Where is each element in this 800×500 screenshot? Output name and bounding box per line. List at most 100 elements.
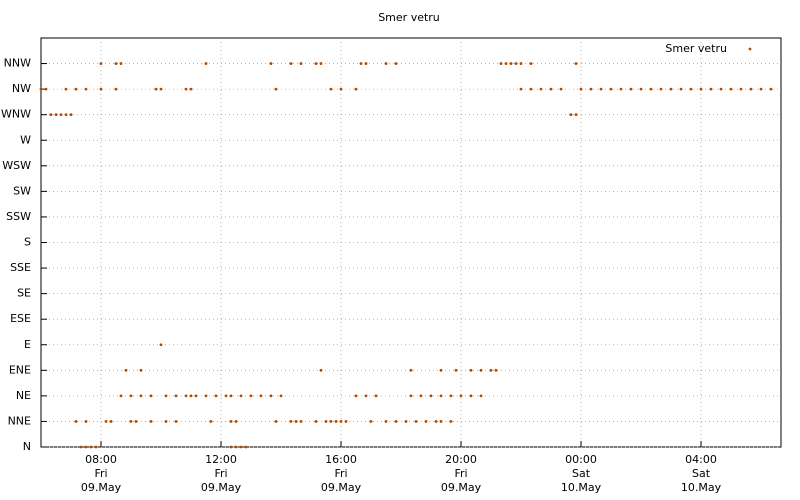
point [409,368,413,372]
point [279,394,283,398]
x-tick-label: 08:00 [85,453,117,466]
point [129,420,133,423]
y-tick-label: NW [12,82,31,95]
point [94,445,98,449]
point [629,87,633,91]
y-tick-label: SSE [10,261,31,274]
point [529,62,533,65]
point [159,87,163,91]
point [394,420,398,423]
point [649,87,653,91]
point [269,394,273,398]
legend-label: Smer vetru [665,42,727,55]
y-tick-label: SW [13,184,31,197]
point [294,420,298,423]
point [489,368,493,372]
point [409,394,413,398]
point [129,394,133,398]
point [299,420,303,423]
point [319,62,323,65]
point [139,368,143,372]
point [559,87,563,91]
point [479,394,483,398]
point [739,87,743,91]
point [244,445,248,449]
point [319,368,323,372]
point [99,62,103,65]
x-tick-label: Sat [692,467,711,480]
point [174,394,178,398]
point [209,420,213,423]
point [439,368,443,372]
point [54,113,58,117]
point [729,87,733,91]
point [354,394,358,398]
y-tick-label: N [23,440,31,453]
point [164,394,168,398]
point [354,87,358,91]
point [344,420,348,423]
point [329,420,333,423]
point [119,62,123,65]
y-tick-label: NE [16,389,31,402]
point [669,87,673,91]
y-tick-label: W [20,133,31,146]
point [84,445,88,449]
x-tick-label: 00:00 [565,453,597,466]
point [229,445,233,449]
point [174,420,178,423]
point [84,87,88,91]
x-tick-label: Fri [94,467,107,480]
point [374,394,378,398]
point [719,87,723,91]
point [154,87,158,91]
point [274,87,278,91]
point [159,343,163,347]
point [679,87,683,91]
point [149,420,153,423]
point [314,62,318,65]
point [539,87,543,91]
point [334,420,338,423]
point [454,368,458,372]
point [509,62,513,65]
point [429,394,433,398]
point [74,87,78,91]
point [164,420,168,423]
x-tick-label: 09.May [81,481,122,494]
point [364,394,368,398]
point [229,394,233,398]
point [419,394,423,398]
point [609,87,613,91]
point [189,87,193,91]
y-tick-label: WNW [1,108,31,121]
y-tick-label: SE [17,287,31,300]
point [499,62,503,65]
point [249,394,253,398]
x-tick-label: Sat [572,467,591,480]
point [359,62,363,65]
point [439,394,443,398]
y-tick-label: ESE [10,312,31,325]
point [124,368,128,372]
point [339,420,343,423]
x-tick-label: 09.May [201,481,242,494]
point [469,394,473,398]
point [494,368,498,372]
x-tick-label: Fri [214,467,227,480]
point [579,87,583,91]
point [689,87,693,91]
point [659,87,663,91]
y-tick-label: WSW [2,159,31,172]
point [394,62,398,65]
point [59,113,63,117]
point [339,87,343,91]
point [529,87,533,91]
point [64,113,68,117]
point [619,87,623,91]
point [74,420,78,423]
point [69,113,73,117]
x-tick-label: 04:00 [685,453,717,466]
point [439,420,443,423]
